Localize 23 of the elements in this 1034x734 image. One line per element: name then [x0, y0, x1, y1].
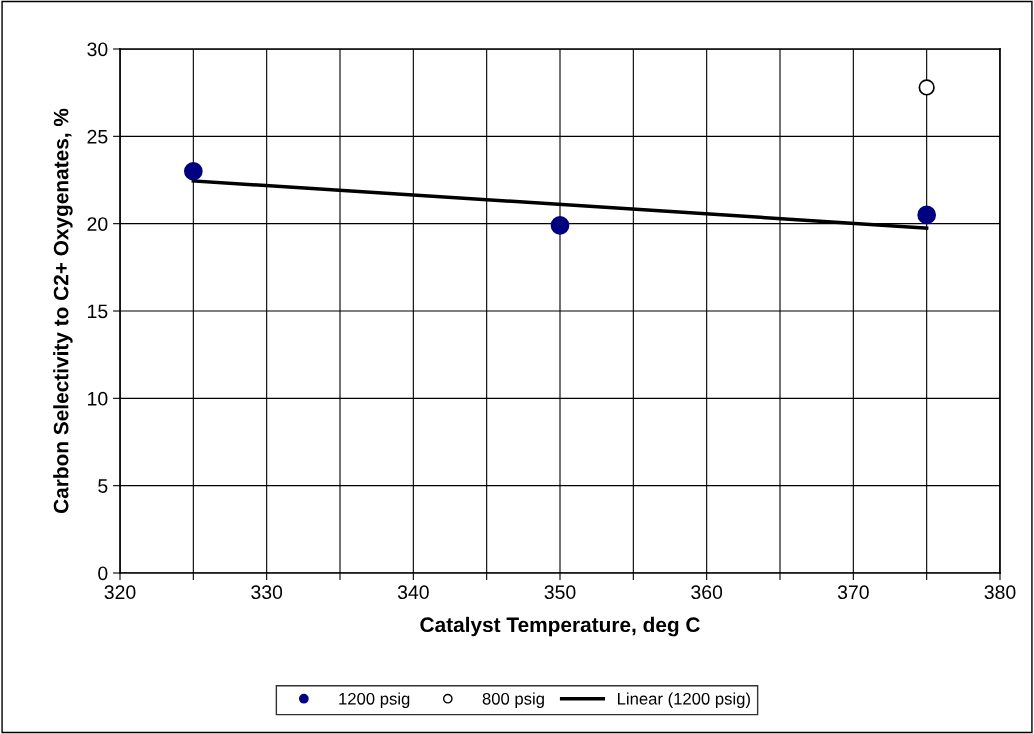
x-tick-label: 380	[984, 585, 1016, 600]
point	[183, 161, 203, 181]
x-tick-label: 360	[691, 585, 723, 600]
x-tick-label: 370	[837, 585, 869, 600]
x-tick-label: 320	[104, 585, 136, 600]
y-tick-label: 20	[87, 217, 108, 231]
y-tick-label: 15	[88, 304, 108, 319]
x-axis-title: Catalyst Temperature, deg C	[420, 616, 700, 637]
x-tick-label: 340	[397, 585, 429, 600]
point	[918, 79, 935, 96]
legend-label: Linear (1200 psig)	[618, 692, 750, 708]
y-tick-label: 25	[87, 129, 108, 144]
point	[550, 216, 570, 235]
y-tick-label: 10	[88, 391, 108, 406]
y-tick-label: 5	[98, 479, 108, 493]
y-tick-label: 0	[98, 566, 108, 581]
y-axis-title: Carbon Selectivity to C2+ Oxygenates, %	[53, 108, 73, 514]
x-tick-label: 350	[544, 585, 576, 600]
point	[917, 205, 937, 225]
y-tick-label: 30	[87, 42, 108, 57]
x-tick-label: 330	[251, 585, 283, 600]
legend-label: 1200 psig	[339, 692, 410, 708]
legend-label: 800 psig	[482, 692, 544, 708]
